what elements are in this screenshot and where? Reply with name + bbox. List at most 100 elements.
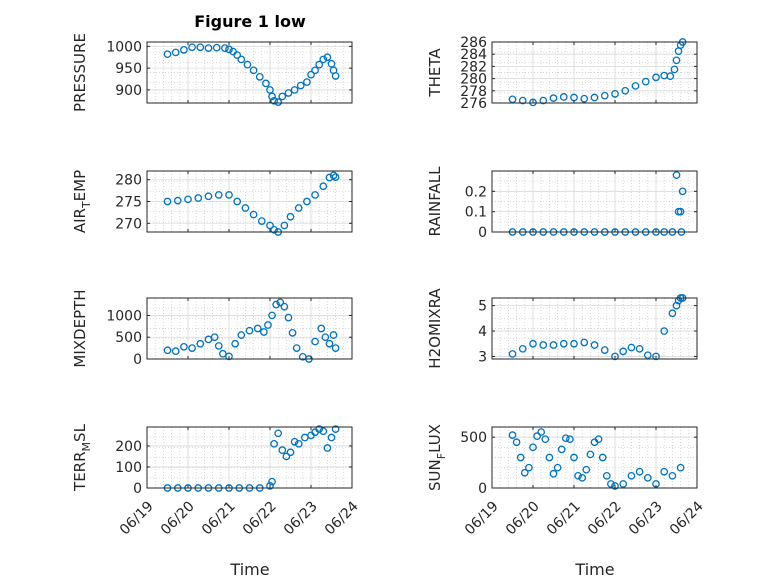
y-tick-label: 276	[460, 96, 487, 112]
data-point	[574, 471, 582, 480]
data-point	[611, 352, 619, 361]
data-point	[323, 53, 332, 62]
data-point	[508, 431, 517, 439]
data-point	[666, 72, 675, 81]
data-point	[255, 73, 264, 81]
data-point	[619, 347, 628, 356]
data-point	[262, 79, 270, 88]
data-point	[266, 86, 274, 94]
data-point	[668, 471, 677, 480]
data-point	[290, 437, 299, 446]
y-axis-label-rest: SL	[71, 423, 89, 442]
data-point	[516, 453, 525, 462]
data-point	[270, 225, 278, 234]
data-point	[327, 433, 336, 442]
data-point	[282, 452, 291, 461]
minor-grid	[491, 42, 698, 103]
y-tick-label: 5	[478, 299, 487, 315]
data-point	[233, 197, 242, 206]
data-point	[582, 465, 591, 474]
data-point	[545, 453, 554, 462]
data-point	[331, 72, 340, 80]
data-point	[660, 327, 669, 335]
data-point	[672, 171, 681, 179]
data-point	[311, 66, 319, 75]
y-tick-label: 282	[460, 59, 487, 75]
data-point	[212, 43, 221, 52]
data-point	[311, 191, 319, 199]
data-point	[672, 56, 681, 65]
axes-box	[491, 41, 698, 104]
data-point	[214, 191, 223, 199]
data-point	[233, 51, 242, 59]
y-tick-label: 284	[460, 47, 487, 63]
data-point	[163, 346, 172, 355]
data-series-sun_flux	[508, 428, 685, 490]
data-point	[264, 321, 272, 329]
ticks	[146, 298, 353, 360]
data-point	[678, 187, 687, 196]
y-axis-label-subscript: M	[80, 442, 93, 452]
data-point	[286, 448, 295, 457]
axes-box	[491, 426, 698, 489]
data-point	[652, 73, 660, 82]
data-point	[529, 339, 537, 348]
data-point	[292, 344, 301, 352]
data-point	[315, 425, 324, 433]
data-point	[237, 55, 246, 64]
data-point	[602, 471, 611, 480]
data-point	[323, 444, 332, 452]
ticks	[491, 41, 698, 104]
ticks	[491, 427, 698, 489]
data-point	[549, 469, 558, 478]
axes-box	[146, 426, 353, 489]
data-point	[652, 352, 660, 361]
y-axis-label-subscript: F	[435, 453, 448, 459]
data-point	[331, 173, 340, 181]
data-point	[627, 343, 636, 352]
data-point	[643, 473, 652, 482]
axes-box	[491, 170, 698, 233]
y-tick-label: 0	[133, 352, 142, 368]
data-point	[611, 482, 619, 490]
data-point	[520, 468, 529, 477]
y-tick-label: 100	[115, 460, 142, 476]
data-point	[512, 438, 521, 447]
data-point	[311, 337, 319, 346]
data-point	[245, 326, 254, 335]
data-point	[231, 339, 239, 348]
y-axis-label-main: TERR	[71, 451, 89, 492]
data-point	[319, 55, 328, 64]
data-point	[635, 344, 644, 353]
y-axis-label: TERRMSL	[71, 423, 93, 492]
data-point	[294, 204, 303, 212]
ticks	[491, 298, 698, 359]
data-point	[284, 89, 293, 97]
data-point	[611, 90, 619, 98]
data-point	[559, 339, 568, 348]
data-point	[196, 339, 205, 348]
data-point	[570, 453, 578, 462]
y-axis-label: MIXDEPTH	[71, 289, 89, 367]
data-point	[539, 341, 548, 349]
data-point	[214, 342, 223, 350]
y-tick-label: 0	[478, 225, 487, 241]
data-point	[266, 482, 274, 490]
data-point	[508, 350, 517, 358]
data-point	[331, 425, 340, 433]
data-point	[329, 171, 338, 180]
axes-box	[146, 297, 353, 360]
data-point	[225, 45, 233, 54]
data-point	[600, 91, 609, 100]
data-point	[303, 197, 311, 206]
data-series-h2omixra	[508, 294, 687, 361]
data-point	[594, 435, 603, 444]
data-point	[325, 339, 334, 348]
data-point	[278, 92, 287, 101]
data-point	[670, 65, 679, 74]
data-point	[518, 344, 527, 353]
ticks	[146, 427, 353, 489]
data-point	[668, 309, 677, 318]
